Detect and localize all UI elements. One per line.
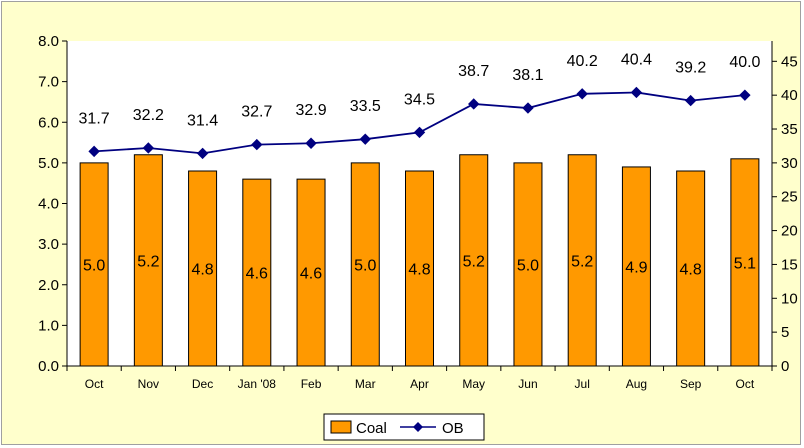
- coal-data-label: 4.6: [300, 266, 322, 283]
- legend-coal-label: Coal: [356, 420, 387, 437]
- ob-data-label: 31.4: [187, 112, 218, 129]
- coal-data-label: 5.0: [83, 257, 105, 274]
- y-right-tick-label: 20: [781, 223, 798, 240]
- ob-data-label: 40.4: [621, 51, 652, 68]
- x-tick-label: Oct: [736, 377, 755, 391]
- ob-point-marker: [359, 133, 371, 145]
- coal-data-label: 5.2: [463, 253, 485, 270]
- legend: Coal OB: [323, 413, 485, 441]
- ob-point-marker: [522, 102, 534, 114]
- coal-bar: [513, 162, 543, 367]
- ob-line-series: [88, 86, 751, 160]
- coal-data-label: 4.8: [191, 262, 213, 279]
- ob-point-marker: [468, 98, 480, 110]
- x-tick-label: May: [462, 377, 485, 391]
- x-tick-label: Jun: [518, 377, 537, 391]
- coal-data-label: 4.6: [246, 266, 268, 283]
- y-left-tick-label: 0.0: [38, 358, 59, 375]
- ob-data-label: 32.9: [295, 102, 326, 119]
- coal-data-label: 5.0: [354, 257, 376, 274]
- ob-data-label: 40.0: [729, 54, 760, 71]
- coal-bar: [133, 154, 163, 367]
- coal-bar: [730, 158, 760, 367]
- y-right-tick-label: 15: [781, 256, 798, 273]
- ob-point-marker: [576, 88, 588, 100]
- legend-ob-label: OB: [442, 420, 464, 437]
- coal-bar: [405, 170, 434, 367]
- ob-data-label: 31.7: [79, 110, 110, 127]
- x-tick-label: Sep: [680, 377, 702, 391]
- axes: 0.0 1.0 2.0 3.0 4.0 5.0 6.0 7.0 8.0 0 5 10 15 20 25 30 3…: [38, 33, 798, 391]
- y-right-tick-label: 5: [781, 324, 789, 341]
- x-tick-label: Apr: [410, 377, 429, 391]
- ob-data-label: 40.2: [567, 53, 598, 70]
- ob-data-label: 38.1: [512, 67, 543, 84]
- ob-point-marker: [88, 145, 100, 158]
- y-left-tick-label: 5.0: [38, 155, 59, 172]
- ob-point-marker: [413, 126, 426, 139]
- x-tick-label: Aug: [626, 377, 647, 391]
- coal-data-label: 4.8: [408, 262, 430, 279]
- y-right-tick-label: 35: [781, 121, 798, 138]
- y-left-tick-label: 4.0: [38, 196, 59, 213]
- coal-bars: [79, 154, 760, 367]
- y-right-tick-label: 25: [781, 189, 798, 206]
- coal-bar: [79, 162, 109, 367]
- coal-bar: [188, 170, 218, 367]
- x-tick-label: Nov: [138, 377, 159, 391]
- ob-point-marker: [630, 86, 643, 99]
- coal-data-label: 4.8: [680, 262, 702, 279]
- y-right-tick-label: 30: [781, 155, 798, 172]
- x-tick-label: Oct: [85, 377, 104, 391]
- coal-data-label: 5.0: [517, 257, 539, 274]
- coal-bar: [676, 170, 706, 367]
- coal-data-label: 5.1: [734, 255, 756, 272]
- ob-data-label: 33.5: [350, 98, 381, 115]
- x-tick-label: Feb: [301, 377, 322, 391]
- legend-ob-marker: [413, 422, 423, 432]
- y-left-tick-label: 2.0: [38, 277, 59, 294]
- x-tick-label: Jul: [575, 377, 590, 391]
- y-right-tick-label: 0: [781, 358, 789, 375]
- ob-data-label: 32.2: [133, 107, 164, 124]
- ob-point-marker: [196, 147, 209, 160]
- x-tick-label: Jan '08: [238, 377, 277, 391]
- y-left-tick-label: 1.0: [38, 317, 59, 334]
- ob-point-marker: [305, 137, 317, 149]
- ob-point-marker: [684, 94, 697, 107]
- ob-point-marker: [251, 138, 263, 151]
- ob-data-label: 34.5: [404, 91, 435, 108]
- x-tick-label: Dec: [192, 377, 213, 391]
- ob-point-marker: [142, 142, 155, 154]
- ob-point-marker: [739, 89, 751, 101]
- ob-data-label: 39.2: [675, 60, 706, 77]
- y-right-tick-label: 40: [781, 87, 798, 104]
- ob-point-labels: 31.7 32.2 31.4 32.7 32.9 33.5 34.5 38.7 38.1 40.2…: [79, 51, 761, 129]
- ob-data-label: 32.7: [241, 104, 272, 121]
- coal-bar-labels: 5.0 5.2 4.8 4.6 4.6 5.0 4.8 5.2 5.0 5.2 4.9 4.8 5.1: [83, 253, 756, 282]
- coal-data-label: 4.9: [625, 259, 647, 276]
- ob-data-label: 38.7: [458, 63, 489, 80]
- y-left-tick-label: 6.0: [38, 114, 59, 131]
- coal-bar: [567, 154, 597, 367]
- coal-data-label: 5.2: [137, 253, 159, 270]
- y-left-tick-label: 3.0: [38, 236, 59, 253]
- coal-bar: [459, 154, 489, 367]
- x-tick-label: Mar: [355, 377, 376, 391]
- y-right-tick-label: 45: [781, 53, 798, 70]
- y-left-tick-label: 7.0: [38, 74, 59, 91]
- y-right-tick-label: 10: [781, 290, 798, 307]
- y-left-tick-label: 8.0: [38, 33, 59, 50]
- legend-coal-swatch: [330, 420, 352, 434]
- coal-data-label: 5.2: [571, 253, 593, 270]
